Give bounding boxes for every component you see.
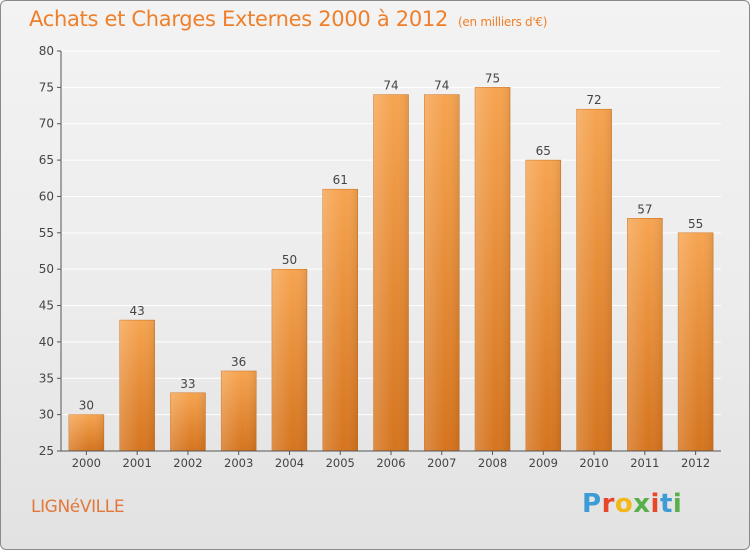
logo-letter: r bbox=[601, 489, 615, 519]
commune-name: LIGNéVILLE bbox=[31, 497, 125, 517]
bar-value-label: 61 bbox=[333, 173, 348, 187]
y-tick-label: 25 bbox=[39, 444, 54, 458]
bar-shade bbox=[576, 109, 612, 451]
logo-letter: i bbox=[672, 489, 683, 519]
x-tick-label: 2008 bbox=[478, 456, 507, 470]
x-tick-label: 2011 bbox=[630, 456, 659, 470]
logo-letter: P bbox=[582, 489, 602, 519]
bar-shade bbox=[475, 87, 511, 451]
x-tick-label: 2002 bbox=[173, 456, 202, 470]
logo-letter: i bbox=[650, 489, 660, 519]
y-tick-label: 75 bbox=[39, 80, 54, 94]
x-tick-label: 2003 bbox=[224, 456, 253, 470]
y-tick-label: 30 bbox=[39, 408, 54, 422]
x-tick-label: 2007 bbox=[427, 456, 456, 470]
bar-value-label: 33 bbox=[180, 377, 195, 391]
chart-unit: (en milliers d'€) bbox=[458, 15, 548, 29]
bar-value-label: 50 bbox=[282, 253, 297, 267]
y-tick-label: 55 bbox=[39, 226, 54, 240]
bar-shade bbox=[119, 320, 155, 451]
y-tick-label: 65 bbox=[39, 153, 54, 167]
bar-shade bbox=[221, 371, 257, 451]
bar-shade bbox=[322, 189, 358, 451]
bar-shade bbox=[170, 392, 206, 451]
bar-value-label: 36 bbox=[231, 355, 246, 369]
y-tick-label: 80 bbox=[39, 44, 54, 58]
y-tick-label: 70 bbox=[39, 117, 54, 131]
logo-letter: o bbox=[614, 489, 634, 519]
bar-value-label: 57 bbox=[637, 202, 652, 216]
x-tick-label: 2012 bbox=[681, 456, 710, 470]
y-tick-label: 40 bbox=[39, 335, 54, 349]
chart-title-text: Achats et Charges Externes 2000 à 2012 bbox=[29, 7, 449, 31]
bar-value-label: 30 bbox=[79, 399, 94, 413]
x-tick-label: 2000 bbox=[72, 456, 101, 470]
x-tick-label: 2001 bbox=[123, 456, 152, 470]
bar-value-label: 55 bbox=[688, 217, 703, 231]
logo-letter: x bbox=[633, 489, 651, 519]
bar-value-label: 43 bbox=[130, 304, 145, 318]
x-tick-label: 2004 bbox=[275, 456, 304, 470]
y-tick-label: 50 bbox=[39, 262, 54, 276]
y-tick-label: 45 bbox=[39, 299, 54, 313]
bar-shade bbox=[627, 218, 663, 451]
axes: 25 30 35 40 45 50 55 60 65 70 75 80 2000 2001 2002 2003… bbox=[39, 44, 721, 470]
x-tick-label: 2006 bbox=[376, 456, 405, 470]
x-tick-label: 2005 bbox=[326, 456, 355, 470]
bar-shade bbox=[271, 269, 307, 451]
y-tick-label: 35 bbox=[39, 371, 54, 385]
bar-value-label: 65 bbox=[536, 144, 551, 158]
bar-shade bbox=[525, 160, 561, 451]
bar-shade bbox=[68, 414, 104, 451]
bar-shade bbox=[678, 232, 714, 451]
chart-title: Achats et Charges Externes 2000 à 2012 (e… bbox=[29, 7, 547, 31]
bar-value-label: 72 bbox=[586, 93, 601, 107]
x-tick-label: 2010 bbox=[579, 456, 608, 470]
bar-value-label: 74 bbox=[434, 79, 449, 93]
bar-shade bbox=[424, 94, 460, 452]
logo-letter: t bbox=[659, 489, 673, 519]
x-tick-label: 2009 bbox=[529, 456, 558, 470]
bar-shade bbox=[373, 94, 409, 452]
y-tick-label: 60 bbox=[39, 189, 54, 203]
proxiti-logo: Proxiti bbox=[582, 489, 682, 519]
bars: 30 43 33 36 50 61 74 74 75 65 72 57 55 bbox=[68, 71, 714, 452]
bar-value-label: 75 bbox=[485, 71, 500, 85]
bar-value-label: 74 bbox=[383, 79, 398, 93]
